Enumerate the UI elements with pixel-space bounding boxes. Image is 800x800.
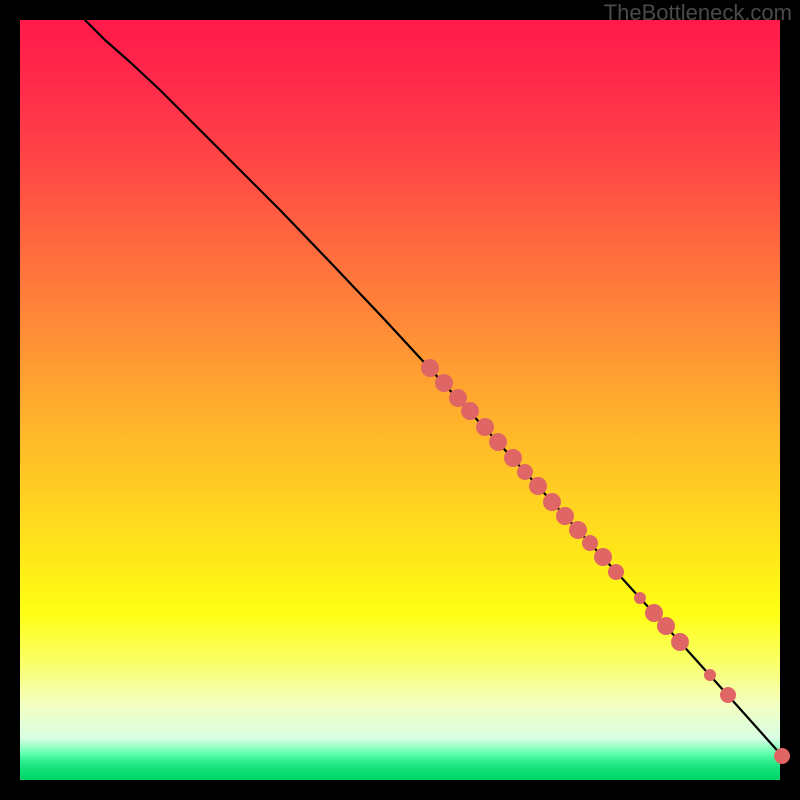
data-marker — [657, 617, 675, 635]
data-marker — [556, 507, 574, 525]
data-marker — [489, 433, 507, 451]
data-marker — [704, 669, 716, 681]
data-marker — [582, 535, 598, 551]
data-marker — [504, 449, 522, 467]
chart-container: TheBottleneck.com — [0, 0, 800, 800]
data-marker — [594, 548, 612, 566]
data-marker — [634, 592, 646, 604]
data-marker — [671, 633, 689, 651]
data-marker — [608, 564, 624, 580]
plot-area — [20, 20, 780, 780]
data-marker — [421, 359, 439, 377]
data-marker — [529, 477, 547, 495]
attribution-text: TheBottleneck.com — [604, 0, 792, 26]
chart-svg — [0, 0, 800, 800]
data-marker — [774, 748, 790, 764]
data-marker — [435, 374, 453, 392]
data-marker — [720, 687, 736, 703]
data-marker — [543, 493, 561, 511]
data-marker — [569, 521, 587, 539]
data-marker — [476, 418, 494, 436]
data-marker — [517, 464, 533, 480]
data-marker — [461, 402, 479, 420]
